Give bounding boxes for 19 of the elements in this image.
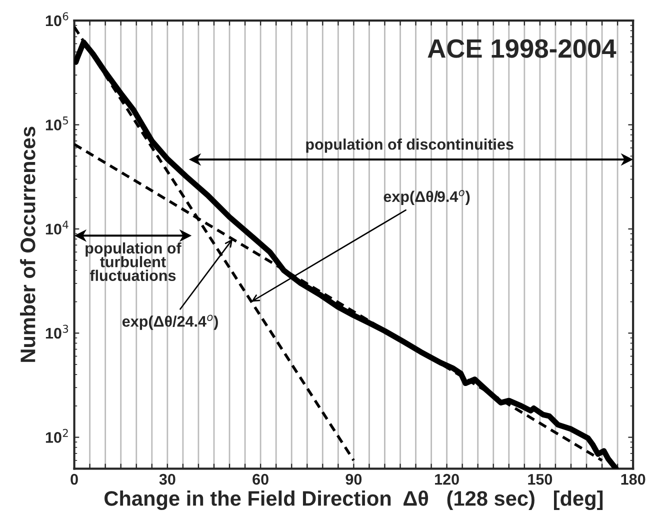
- y-tick-label: 10$^{2}$: [46, 428, 68, 443]
- x-tick-label: 150: [528, 474, 552, 485]
- annotation: exp(Δθ/9.4$^{o}$): [384, 190, 470, 206]
- y-tick-label: 10$^{3}$: [46, 324, 68, 339]
- y-axis-title: Number of Occurrences: [20, 126, 36, 362]
- annotation: exp(Δθ/24.4$^{o}$): [122, 314, 218, 330]
- annotation: population of discontinuities: [306, 138, 514, 153]
- annotation: population of turbulent fluctuations: [86, 242, 182, 281]
- y-tick-label: 10$^{6}$: [46, 12, 68, 26]
- x-tick-label: 180: [621, 474, 646, 485]
- y-tick-label: 10$^{4}$: [46, 220, 68, 235]
- x-tick-label: 0: [70, 474, 78, 485]
- x-tick-label: 120: [435, 474, 459, 485]
- x-tick-label: 30: [159, 474, 176, 485]
- y-tick-label: 10$^{5}$: [46, 116, 68, 130]
- text: ACE 1998-2004: [428, 39, 616, 58]
- x-axis-title: Change in the Field Direction Δθ (128 sec) [deg]: [104, 490, 603, 510]
- x-tick-label: 60: [252, 474, 268, 485]
- x-tick-label: 90: [346, 474, 362, 485]
